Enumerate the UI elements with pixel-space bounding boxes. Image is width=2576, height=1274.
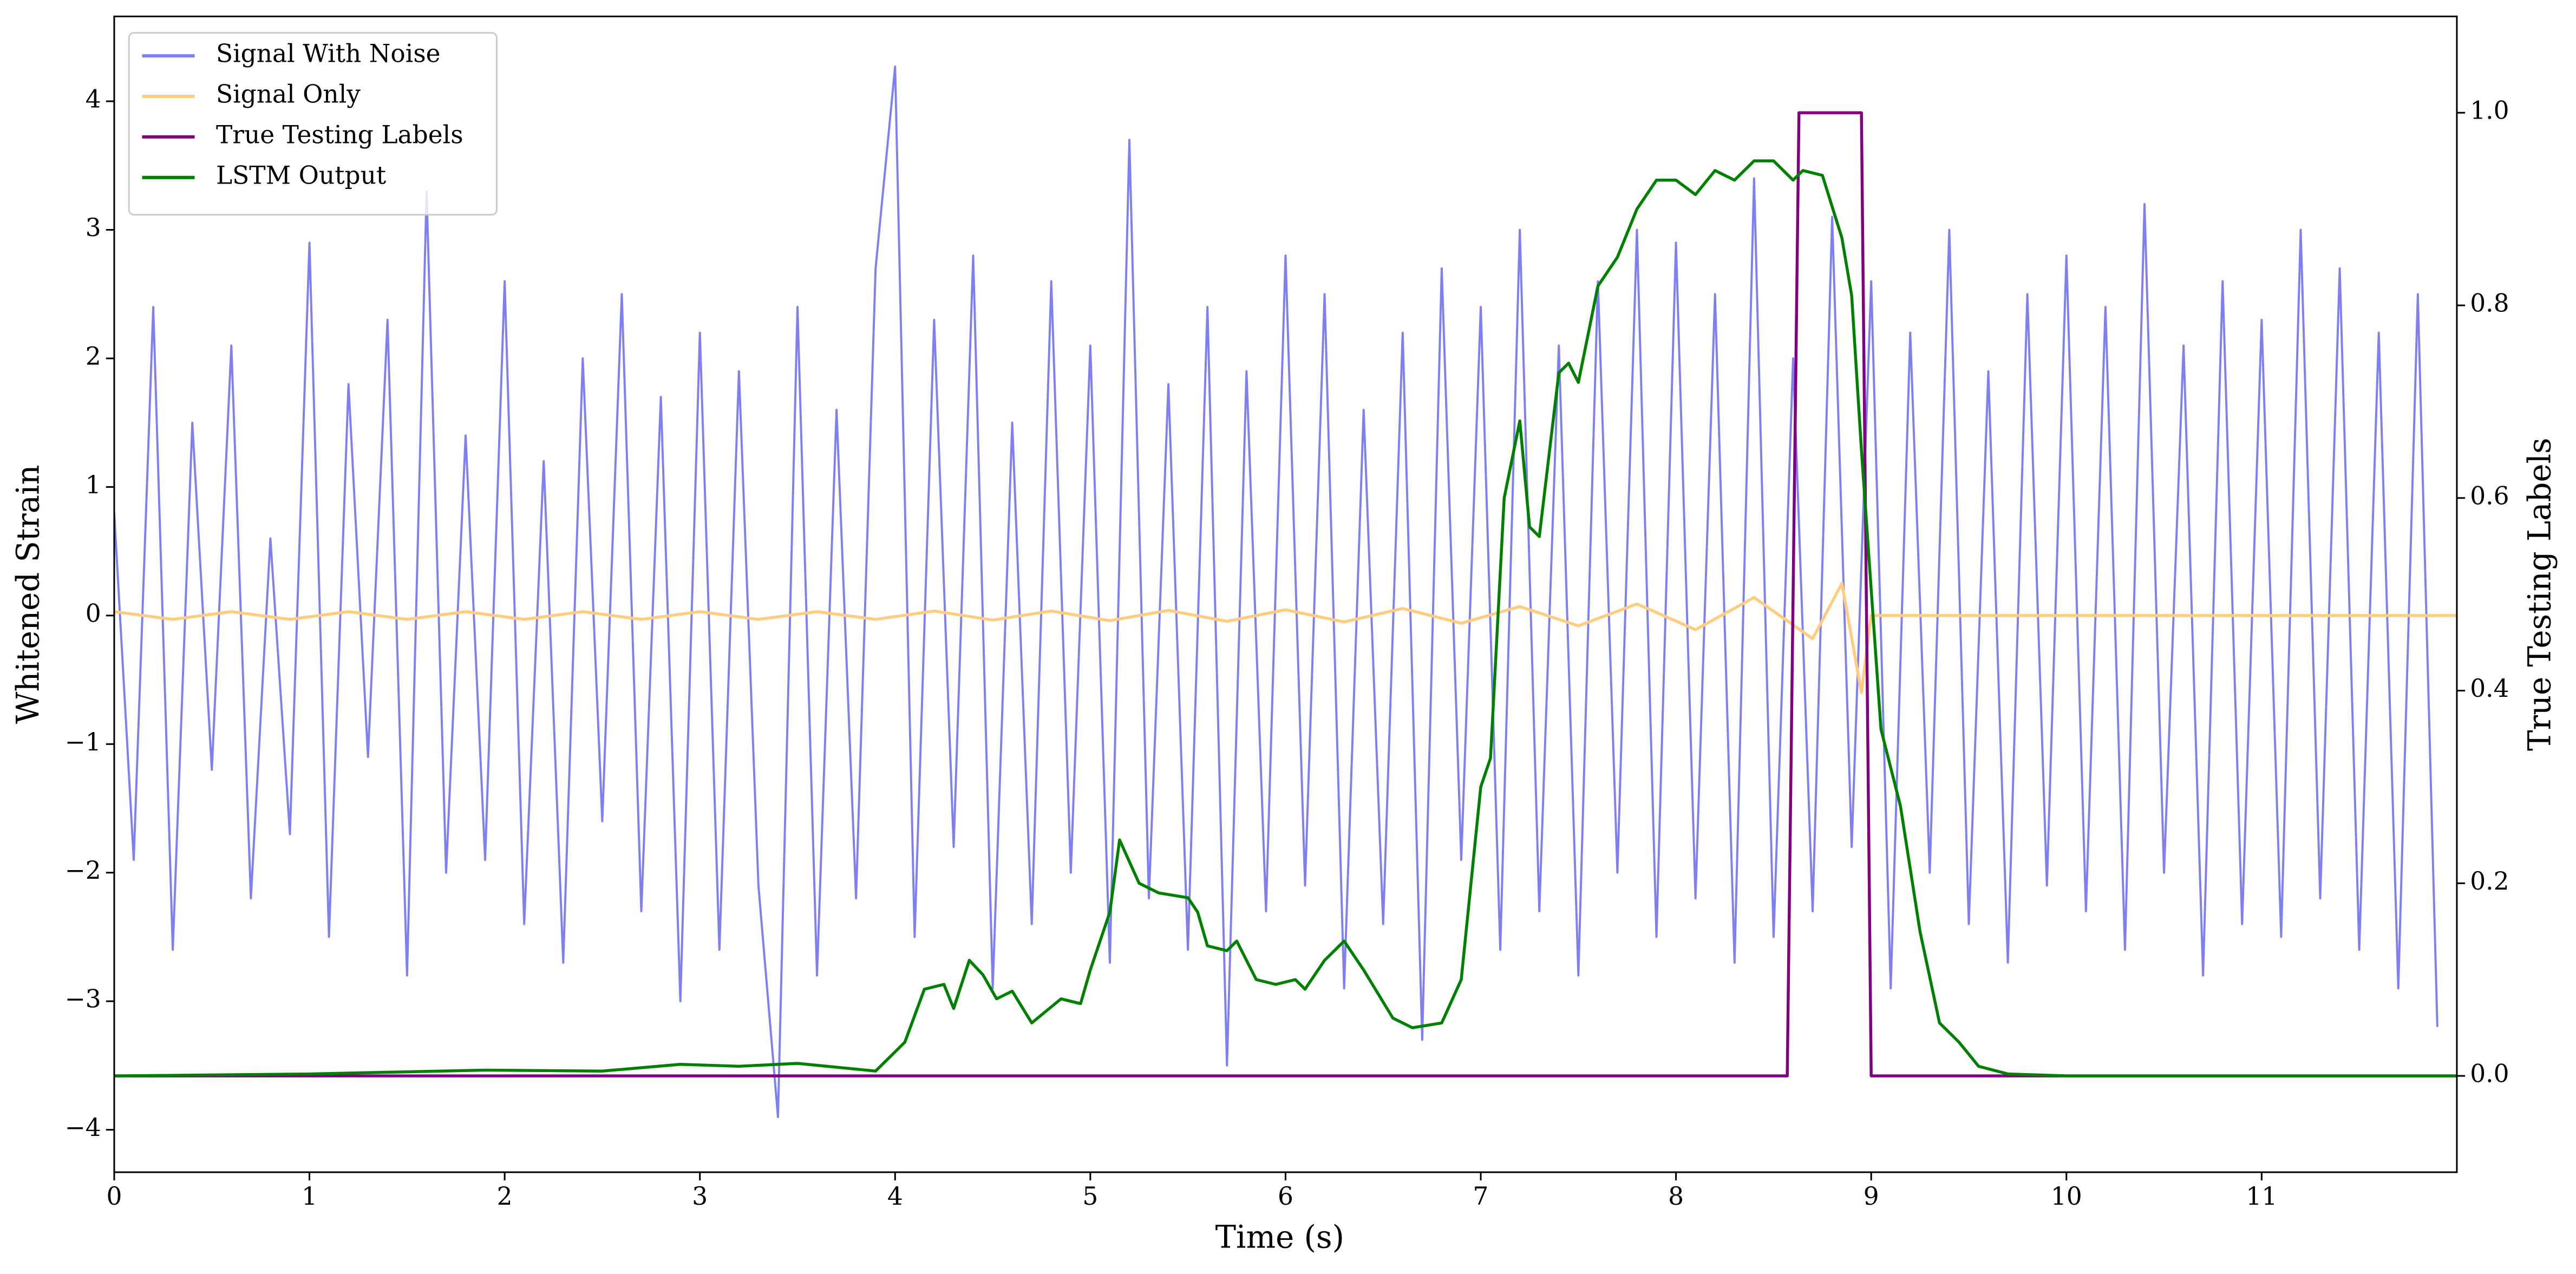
x-tick-label: 1 (302, 1182, 317, 1211)
y2-tick-label: 0.4 (2470, 674, 2509, 703)
legend-label: Signal With Noise (216, 40, 441, 68)
series-line (114, 159, 2457, 1077)
y-axis-label: Whitened Strain (10, 465, 46, 723)
legend: Signal With Noise Signal Only True Testing… (128, 32, 498, 216)
x-tick-label: 11 (2246, 1182, 2277, 1211)
legend-label: LSTM Output (216, 161, 386, 190)
y2-tick-label: 0.8 (2470, 289, 2509, 317)
y-tick-label: 0 (86, 599, 101, 628)
legend-box (128, 32, 498, 216)
series-line (114, 65, 2438, 1118)
x-tick-label: 10 (2051, 1182, 2082, 1211)
x-axis-label: Time (s) (1215, 1219, 1344, 1255)
y-tick-label: 4 (86, 85, 101, 114)
legend-label: Signal Only (216, 80, 361, 108)
y2-tick-label: 1.0 (2470, 96, 2509, 125)
y-tick-label: 2 (86, 342, 101, 370)
y-tick-label: −2 (65, 856, 101, 885)
x-tick-label: 3 (692, 1182, 708, 1211)
x-tick-label: 0 (106, 1182, 122, 1211)
y-tick-label: 3 (86, 213, 101, 242)
legend-label: True Testing Labels (216, 120, 463, 149)
x-tick-label: 8 (1668, 1182, 1684, 1211)
series-line (114, 111, 2455, 1077)
y2-tick-label: 0.2 (2470, 867, 2509, 896)
y-tick-label: −3 (65, 985, 101, 1014)
y-tick-label: −4 (65, 1113, 101, 1142)
y2-tick-label: 0.0 (2470, 1060, 2509, 1088)
x-tick-label: 2 (497, 1182, 513, 1211)
y-tick-label: 1 (86, 471, 101, 499)
x-tick-label: 7 (1473, 1182, 1489, 1211)
y2-tick-label: 0.6 (2470, 481, 2509, 510)
plot-area (114, 65, 2457, 1118)
x-tick-label: 5 (1082, 1182, 1098, 1211)
x-tick-label: 4 (887, 1182, 903, 1211)
x-tick-label: 9 (1864, 1182, 1879, 1211)
y2-axis-label: True Testing Labels (2522, 437, 2558, 751)
y-tick-label: −1 (65, 728, 101, 756)
series-line (114, 582, 2457, 695)
x-tick-label: 6 (1278, 1182, 1293, 1211)
